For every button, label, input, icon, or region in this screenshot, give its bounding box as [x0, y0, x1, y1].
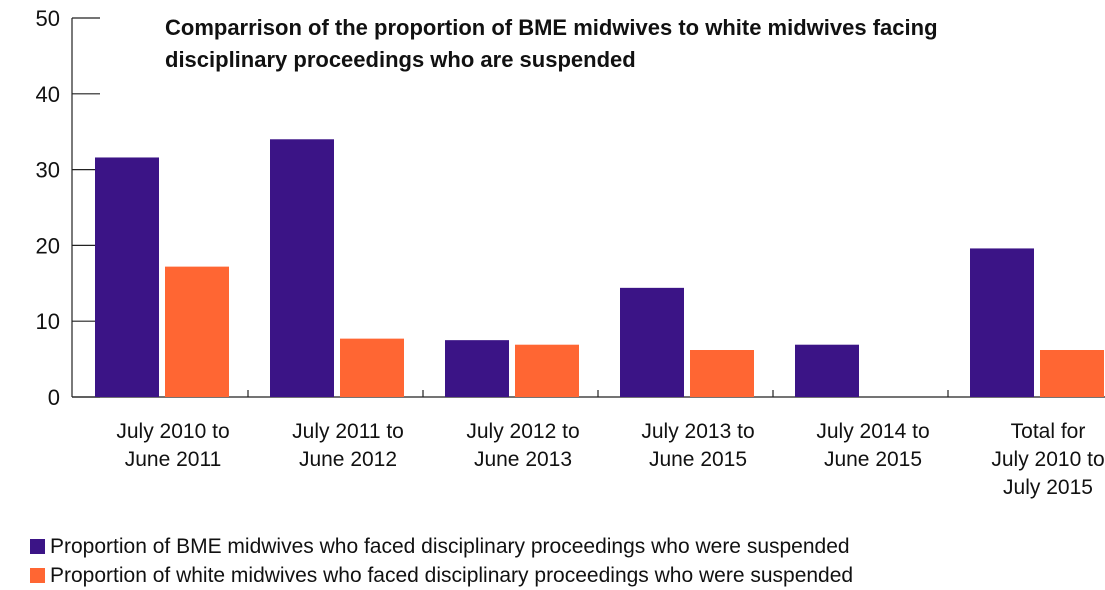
x-tick-label-line: June 2015 — [649, 448, 747, 471]
x-tick-label-line: July 2012 to — [466, 420, 579, 443]
x-tick-label-line: June 2013 — [474, 448, 572, 471]
y-tick-label: 50 — [36, 6, 60, 31]
x-tick-label-line: July 2010 to — [991, 448, 1104, 471]
legend-item-bme: Proportion of BME midwives who faced dis… — [30, 532, 853, 561]
x-tick-label-line: July 2014 to — [816, 420, 929, 443]
x-tick-label: July 2011 to June 2012 — [292, 420, 404, 471]
y-tick-label: 20 — [36, 233, 60, 258]
bar-bme-4 — [795, 344, 859, 397]
y-tick-label: 40 — [36, 82, 60, 107]
x-tick-label-line: July 2010 to — [116, 420, 229, 443]
bar-white-0 — [165, 266, 229, 397]
bar-bme-2 — [445, 340, 509, 397]
chart-title-line: Comparrison of the proportion of BME mid… — [165, 15, 938, 40]
bar-white-5 — [1040, 350, 1104, 397]
bar-bme-0 — [95, 157, 159, 397]
chart-title: Comparrison of the proportion of BME mid… — [165, 15, 938, 72]
x-tick-label: July 2013 to June 2015 — [641, 420, 754, 471]
x-tick-label-line: July 2013 to — [641, 420, 754, 443]
bar-white-2 — [515, 344, 579, 397]
bar-bme-5 — [970, 248, 1034, 397]
legend: Proportion of BME midwives who faced dis… — [30, 532, 853, 590]
bar-bme-3 — [620, 287, 684, 397]
bar-white-3 — [690, 350, 754, 397]
y-axis: 0 10 20 30 40 50 — [36, 6, 100, 410]
x-tick-label: Total for July 2010 to July 2015 — [991, 420, 1104, 499]
bar-bme-1 — [270, 139, 334, 397]
legend-swatch-bme — [30, 539, 45, 554]
bars — [95, 139, 1104, 397]
chart-title-line: disciplinary proceedings who are suspend… — [165, 47, 636, 72]
x-tick-label-line: June 2015 — [824, 448, 922, 471]
x-tick-label-line: July 2011 to — [292, 420, 404, 443]
legend-swatch-white — [30, 568, 45, 583]
bar-white-1 — [340, 338, 404, 397]
legend-item-white: Proportion of white midwives who faced d… — [30, 561, 853, 590]
y-tick-label: 10 — [36, 309, 60, 334]
legend-label-bme: Proportion of BME midwives who faced dis… — [50, 535, 850, 558]
x-tick-label: July 2010 to June 2011 — [116, 420, 229, 471]
x-tick-label: July 2012 to June 2013 — [466, 420, 579, 471]
x-tick-label: July 2014 to June 2015 — [816, 420, 929, 471]
x-tick-label-line: July 2015 — [1003, 476, 1093, 499]
legend-label-white: Proportion of white midwives who faced d… — [50, 564, 854, 587]
x-tick-label-line: June 2012 — [299, 448, 397, 471]
y-tick-label: 0 — [48, 385, 60, 410]
x-axis: July 2010 to June 2011 July 2011 to June 20… — [72, 390, 1105, 499]
bar-chart: Comparrison of the proportion of BME mid… — [36, 6, 1105, 499]
x-tick-label-line: June 2011 — [125, 448, 222, 471]
y-tick-label: 30 — [36, 158, 60, 183]
x-tick-label-line: Total for — [1011, 420, 1086, 443]
